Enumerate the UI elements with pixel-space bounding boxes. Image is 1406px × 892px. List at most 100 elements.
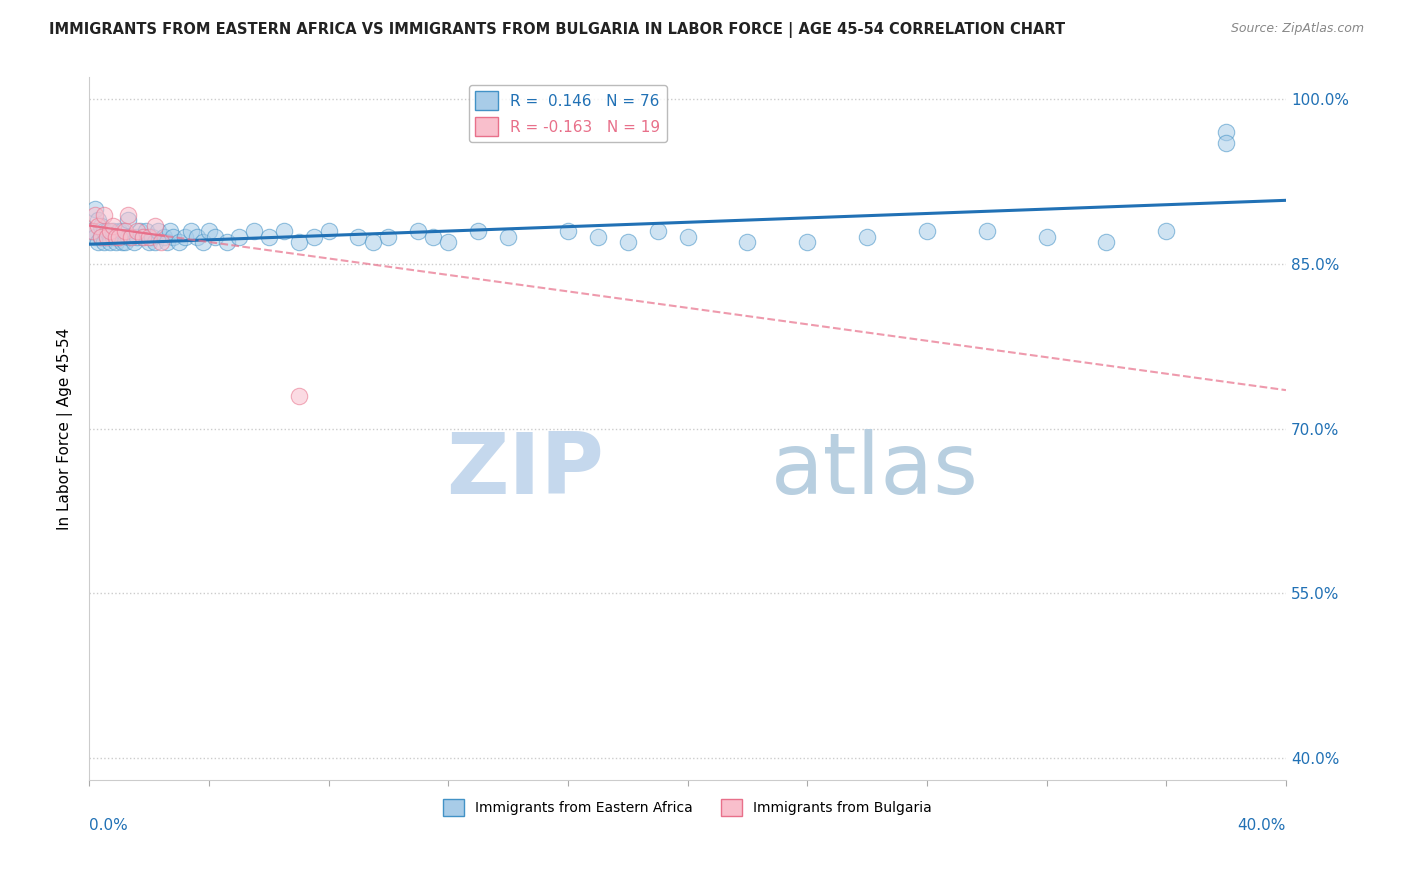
Text: 40.0%: 40.0% xyxy=(1237,818,1286,833)
Point xyxy=(153,229,176,244)
Point xyxy=(737,235,759,249)
Text: Source: ZipAtlas.com: Source: ZipAtlas.com xyxy=(1230,22,1364,36)
Point xyxy=(437,235,460,249)
Point xyxy=(422,229,444,244)
Point xyxy=(1095,235,1118,249)
Point xyxy=(467,224,489,238)
Point xyxy=(377,229,399,244)
Point xyxy=(318,224,340,238)
Point xyxy=(108,229,131,244)
Point xyxy=(174,229,197,244)
Point xyxy=(120,229,142,244)
Point xyxy=(1215,136,1237,151)
Point xyxy=(117,229,139,244)
Point xyxy=(114,224,136,238)
Point xyxy=(105,229,128,244)
Point xyxy=(141,229,163,244)
Point xyxy=(82,224,104,238)
Legend: Immigrants from Eastern Africa, Immigrants from Bulgaria: Immigrants from Eastern Africa, Immigran… xyxy=(437,794,938,822)
Point xyxy=(496,229,519,244)
Point xyxy=(287,389,309,403)
Point xyxy=(105,235,128,249)
Point xyxy=(156,235,179,249)
Point xyxy=(273,224,295,238)
Point xyxy=(125,224,148,238)
Point xyxy=(363,235,385,249)
Point xyxy=(96,229,118,244)
Point xyxy=(101,229,124,244)
Point xyxy=(198,224,221,238)
Point xyxy=(204,229,226,244)
Point xyxy=(101,219,124,233)
Point xyxy=(287,235,309,249)
Point xyxy=(557,224,579,238)
Point xyxy=(93,208,115,222)
Point xyxy=(586,229,609,244)
Point xyxy=(406,224,429,238)
Y-axis label: In Labor Force | Age 45-54: In Labor Force | Age 45-54 xyxy=(58,327,73,530)
Point xyxy=(132,229,155,244)
Point xyxy=(82,224,104,238)
Point xyxy=(180,224,202,238)
Text: ZIP: ZIP xyxy=(446,429,603,512)
Text: 0.0%: 0.0% xyxy=(89,818,128,833)
Point xyxy=(87,213,110,227)
Point xyxy=(93,224,115,238)
Point xyxy=(347,229,370,244)
Point xyxy=(101,224,124,238)
Point xyxy=(302,229,325,244)
Point xyxy=(117,208,139,222)
Point xyxy=(915,224,938,238)
Point xyxy=(114,235,136,249)
Point xyxy=(1156,224,1178,238)
Point xyxy=(93,235,115,249)
Point xyxy=(143,235,166,249)
Point xyxy=(162,229,184,244)
Point xyxy=(159,224,181,238)
Point xyxy=(143,219,166,233)
Point xyxy=(616,235,638,249)
Point xyxy=(98,229,121,244)
Point xyxy=(90,229,112,244)
Point xyxy=(98,235,121,249)
Point xyxy=(647,224,669,238)
Point xyxy=(111,235,134,249)
Point xyxy=(84,229,107,244)
Point xyxy=(146,224,169,238)
Text: atlas: atlas xyxy=(772,429,980,512)
Point xyxy=(129,224,152,238)
Text: IMMIGRANTS FROM EASTERN AFRICA VS IMMIGRANTS FROM BULGARIA IN LABOR FORCE | AGE : IMMIGRANTS FROM EASTERN AFRICA VS IMMIGR… xyxy=(49,22,1066,38)
Point xyxy=(96,224,118,238)
Point xyxy=(90,219,112,233)
Point xyxy=(167,235,190,249)
Point xyxy=(132,229,155,244)
Point xyxy=(796,235,818,249)
Point xyxy=(138,229,160,244)
Point xyxy=(117,213,139,227)
Point xyxy=(1035,229,1057,244)
Point xyxy=(228,229,250,244)
Point xyxy=(108,229,131,244)
Point xyxy=(149,235,172,249)
Point xyxy=(108,224,131,238)
Point xyxy=(90,229,112,244)
Point xyxy=(135,224,157,238)
Point xyxy=(191,235,214,249)
Point xyxy=(105,229,128,244)
Point xyxy=(98,224,121,238)
Point xyxy=(120,229,142,244)
Point xyxy=(676,229,699,244)
Point xyxy=(84,208,107,222)
Point xyxy=(1215,125,1237,139)
Point xyxy=(111,224,134,238)
Point xyxy=(257,229,280,244)
Point xyxy=(125,229,148,244)
Point xyxy=(87,219,110,233)
Point xyxy=(856,229,879,244)
Point xyxy=(87,235,110,249)
Point xyxy=(186,229,208,244)
Point xyxy=(84,202,107,216)
Point xyxy=(976,224,998,238)
Point xyxy=(138,235,160,249)
Point xyxy=(215,235,238,249)
